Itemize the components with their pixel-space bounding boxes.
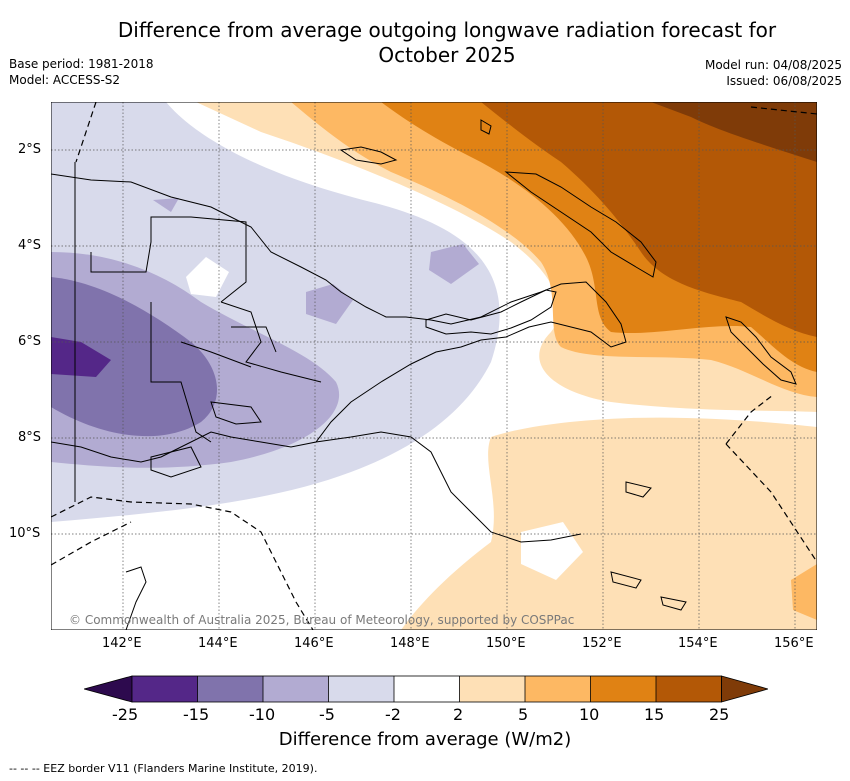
cbar-label-10: 10 (579, 705, 600, 724)
lon-tick-150: 150°E (486, 636, 526, 651)
patch-plus-5-southeast (791, 564, 817, 620)
cbar-label-25: 25 (709, 705, 730, 724)
colorbar-arrow-min (84, 675, 133, 703)
province-borders (74, 162, 322, 502)
colorbar-segment-5-to-10 (525, 676, 591, 702)
model-name: Model: ACCESS-S2 (9, 73, 121, 87)
region-minus-15-to-minus-25 (51, 337, 111, 377)
colorbar-segment-minus-25-to-minus-15 (132, 676, 198, 702)
cbar-label-minus-2: -2 (385, 705, 401, 724)
base-period: Base period: 1981-2018 (9, 57, 154, 71)
title-line-1: Difference from average outgoing longwav… (117, 18, 777, 42)
patch-minus-5-east (429, 244, 479, 284)
region-plus-15-to-plus-25 (481, 102, 817, 337)
lon-tick-142: 142°E (102, 636, 142, 651)
lat-tick-4s: 4°S (18, 238, 42, 253)
graticule (51, 102, 817, 630)
region-above-plus-25 (651, 102, 817, 162)
lon-tick-156: 156°E (774, 636, 814, 651)
colorbar (84, 675, 768, 703)
copyright-notice: © Commonwealth of Australia 2025, Bureau… (69, 613, 575, 627)
lon-tick-144: 144°E (198, 636, 238, 651)
map-panel (51, 102, 817, 630)
lat-tick-6s: 6°S (18, 334, 42, 349)
model-run: Model run: 04/08/2025 (704, 58, 842, 72)
region-plus-2-to-plus-5-south (401, 417, 817, 630)
colorbar-segment-minus-2-to-2 (394, 676, 460, 702)
lon-tick-154: 154°E (678, 636, 718, 651)
issued-date: Issued: 06/08/2025 (726, 74, 842, 88)
meta-left: Base period: 1981-2018 Model: ACCESS-S2 (9, 56, 154, 88)
cbar-label-minus-25: -25 (112, 705, 139, 724)
colorbar-segment-minus-5-to-minus-2 (328, 676, 394, 702)
colorbar-segment-minus-10-to-minus-5 (263, 676, 329, 702)
colorbar-segment-2-to-5 (459, 676, 525, 702)
colorbar-dividers (131, 675, 722, 703)
lat-tick-2s: 2°S (18, 142, 42, 157)
eez-legend-note: -- -- -- EEZ border V11 (Flanders Marine… (9, 762, 318, 775)
map-title: Difference from average outgoing longwav… (60, 18, 834, 68)
colorbar-title: Difference from average (W/m2) (278, 729, 572, 750)
colorbar-segment-10-to-15 (590, 676, 656, 702)
cbar-label-minus-10: -10 (249, 705, 276, 724)
cbar-label-minus-15: -15 (183, 705, 210, 724)
cbar-label-15: 15 (644, 705, 665, 724)
colorbar-segment-minus-15-to-minus-10 (197, 676, 263, 702)
lat-tick-8s: 8°S (18, 430, 42, 445)
patch-minus-5-north (153, 198, 179, 212)
lon-tick-148: 148°E (390, 636, 430, 651)
title-line-2: October 2025 (378, 43, 516, 67)
cbar-label-5: 5 (518, 705, 529, 724)
eez-borders (51, 102, 817, 630)
colorbar-arrow-max (721, 675, 768, 703)
lon-tick-152: 152°E (582, 636, 622, 651)
coastlines (51, 119, 797, 630)
patch-near-zero (186, 257, 229, 297)
cbar-label-minus-5: -5 (319, 705, 335, 724)
patch-minus-5-central (306, 284, 353, 324)
colorbar-segment-15-to-25 (656, 676, 722, 702)
meta-right: Model run: 04/08/2025 Issued: 06/08/2025 (705, 57, 842, 89)
cbar-label-2: 2 (453, 705, 464, 724)
lon-tick-146: 146°E (294, 636, 334, 651)
lat-tick-10s: 10°S (9, 526, 41, 541)
region-minus-10-to-minus-15 (51, 277, 218, 437)
